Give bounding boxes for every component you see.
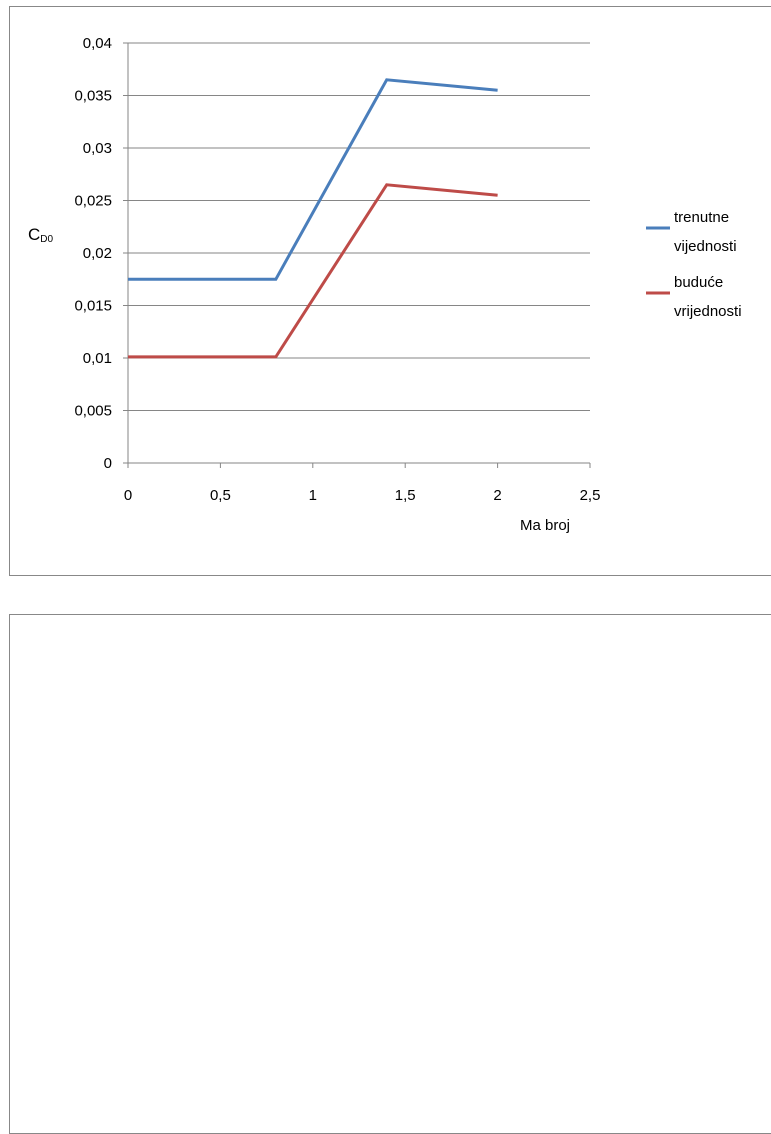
x-axis-title: Ma broj [520,517,570,534]
y-tick-label: 0,03 [83,140,112,157]
y-tick-label: 0,04 [83,35,112,52]
series-line-1 [128,80,498,279]
x-tick-label: 1,5 [395,487,416,504]
y-axis-title: CD0 [28,225,54,245]
y-tick-label: 0,035 [74,88,112,105]
x-tick-label: 2,5 [580,487,601,504]
y-tick-label: 0,015 [74,298,112,315]
y-tick-label: 0,005 [74,403,112,420]
chart-k [9,614,771,1134]
y-tick-label: 0,02 [83,245,112,262]
y-tick-label: 0,025 [74,193,112,210]
x-tick-label: 0 [124,487,132,504]
y-tick-label: 0,01 [83,350,112,367]
y-tick-label: 0 [104,455,112,472]
x-tick-label: 1 [309,487,317,504]
x-tick-label: 2 [493,487,501,504]
y-axis-title-subscript: D0 [40,234,53,245]
y-axis-title-main: C [28,225,40,244]
x-tick-label: 0,5 [210,487,231,504]
